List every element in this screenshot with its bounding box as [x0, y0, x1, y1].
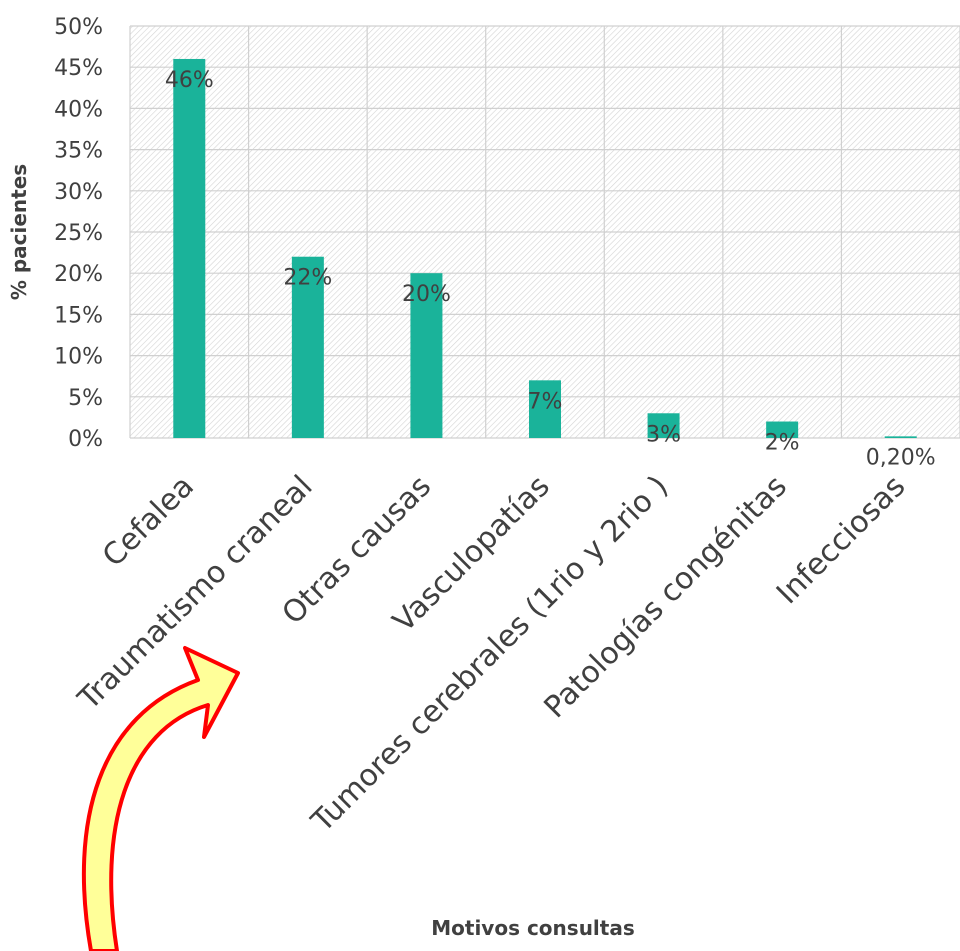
- bar: [410, 273, 443, 438]
- y-tick-label: 30%: [54, 180, 103, 205]
- x-axis-title: Motivos consultas: [431, 916, 635, 940]
- y-tick-label: 20%: [54, 262, 103, 287]
- data-label: 2%: [765, 431, 800, 456]
- y-tick-label: 5%: [68, 386, 103, 411]
- y-tick-label: 50%: [54, 15, 103, 40]
- data-label: 46%: [165, 68, 214, 93]
- y-tick-label: 15%: [54, 303, 103, 328]
- data-label: 20%: [402, 282, 451, 307]
- bar: [291, 256, 324, 438]
- curved-arrow-annotation: [81, 646, 240, 951]
- data-label: 22%: [283, 266, 332, 291]
- x-category-label: Patologías congénitas: [538, 469, 794, 725]
- y-tick-label: 25%: [54, 221, 103, 246]
- y-tick-label: 40%: [54, 97, 103, 122]
- x-category-label: Cefalea: [96, 469, 201, 574]
- data-label: 0,20%: [866, 445, 936, 470]
- y-tick-label: 0%: [68, 427, 103, 452]
- bar: [529, 380, 561, 438]
- data-labels: 46% 22% 20% 7% 3% 2% 0,20%: [165, 68, 936, 470]
- y-axis-ticks: 0% 5% 10% 15% 20% 25% 30% 35% 40% 45% 50%: [54, 15, 103, 452]
- bars: [173, 58, 917, 439]
- gridlines: [129, 25, 960, 439]
- y-tick-label: 45%: [54, 56, 103, 81]
- bar: [173, 58, 206, 439]
- x-category-label: Infecciosas: [770, 469, 912, 611]
- y-tick-label: 10%: [54, 345, 103, 370]
- data-label: 3%: [646, 422, 681, 447]
- data-label: 7%: [528, 389, 563, 414]
- bar: [766, 421, 799, 438]
- y-axis-title: % pacientes: [7, 164, 31, 300]
- bar: [647, 413, 680, 438]
- y-tick-label: 35%: [54, 139, 103, 164]
- bar: [884, 436, 917, 438]
